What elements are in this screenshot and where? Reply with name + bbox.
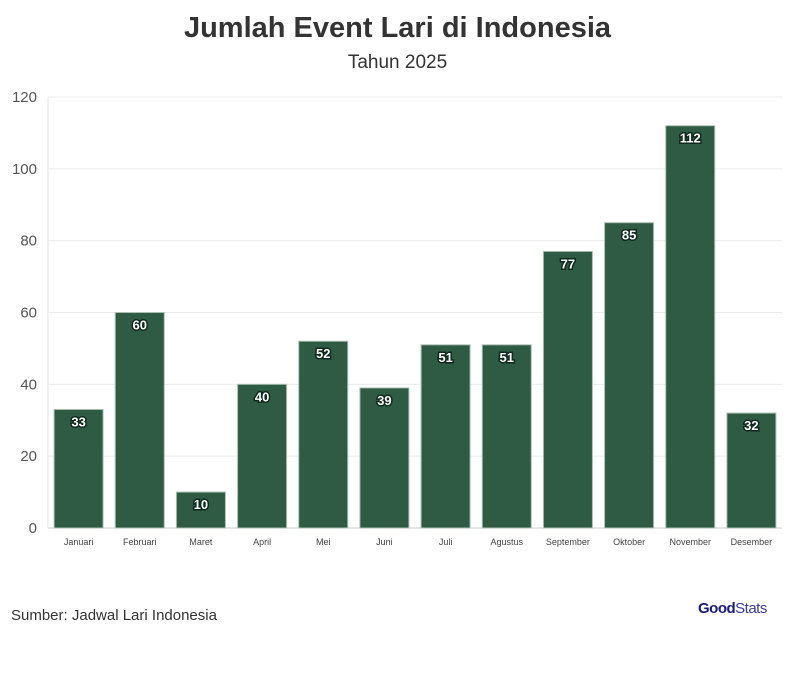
x-tick-label: Agustus — [490, 537, 523, 547]
x-tick-label: September — [546, 537, 590, 547]
x-tick-label: Desember — [731, 537, 773, 547]
y-tick-label: 100 — [12, 161, 37, 178]
data-label: 33 — [71, 414, 85, 429]
bar — [53, 408, 104, 529]
x-tick-label: Maret — [189, 537, 213, 547]
data-label: 39 — [377, 393, 391, 408]
goodstats-logo: GoodStats — [698, 600, 767, 617]
bar — [420, 344, 471, 529]
x-tick-label: Oktober — [613, 537, 645, 547]
data-label: 40 — [255, 389, 269, 404]
bar — [175, 491, 226, 529]
bar — [604, 222, 655, 529]
y-tick-label: 0 — [29, 520, 37, 537]
y-tick-label: 60 — [20, 305, 37, 322]
bar — [542, 250, 593, 529]
data-label: 85 — [622, 228, 636, 243]
data-label: 77 — [561, 256, 575, 271]
chart-title: Jumlah Event Lari di Indonesia — [183, 12, 612, 44]
x-tick-label: Juli — [439, 537, 453, 547]
bar — [726, 412, 777, 529]
x-tick-label: Februari — [123, 537, 157, 547]
bar — [481, 344, 532, 529]
data-label: 51 — [438, 350, 452, 365]
y-tick-label: 120 — [12, 89, 37, 106]
bar — [298, 340, 349, 529]
data-label: 60 — [133, 318, 147, 333]
data-label: 51 — [500, 350, 514, 365]
data-label: 10 — [194, 497, 208, 512]
source-note: Sumber: Jadwal Lari Indonesia — [11, 607, 217, 624]
x-tick-label: Mei — [316, 537, 331, 547]
bar — [359, 387, 410, 529]
data-label: 52 — [316, 346, 330, 361]
x-tick-label: April — [253, 537, 271, 547]
data-label: 112 — [680, 131, 701, 146]
y-tick-label: 40 — [20, 376, 37, 393]
chart-subtitle: Tahun 2025 — [347, 52, 448, 73]
y-tick-label: 20 — [20, 448, 37, 465]
y-tick-label: 80 — [20, 233, 37, 250]
data-label: 32 — [744, 418, 758, 433]
bar — [237, 383, 288, 529]
x-tick-label: Juni — [376, 537, 393, 547]
bar — [665, 125, 716, 529]
x-tick-label: November — [669, 537, 711, 547]
bar — [114, 312, 165, 529]
x-tick-label: Januari — [64, 537, 94, 547]
